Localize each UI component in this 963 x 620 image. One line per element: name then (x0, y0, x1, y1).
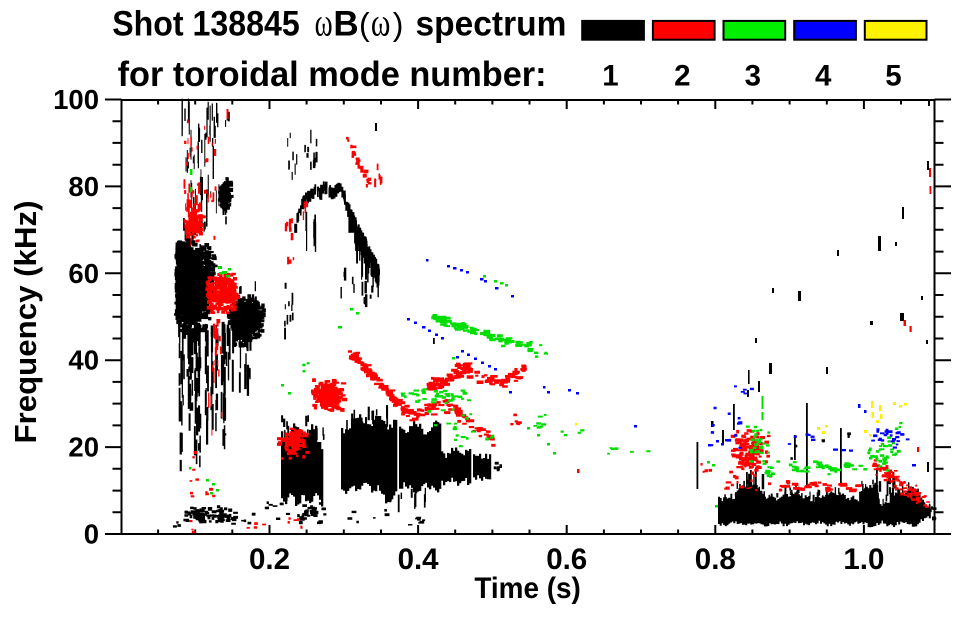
svg-text:4: 4 (815, 59, 832, 92)
svg-text:Time (s): Time (s) (474, 572, 581, 605)
svg-text:80: 80 (68, 171, 99, 202)
svg-text:1.0: 1.0 (843, 543, 884, 576)
svg-text:spectrum: spectrum (416, 5, 567, 44)
svg-text:Shot 138845: Shot 138845 (112, 5, 300, 44)
svg-text:2: 2 (674, 59, 690, 92)
svg-text:40: 40 (68, 345, 99, 376)
svg-text:0.2: 0.2 (249, 543, 290, 576)
svg-text:100: 100 (53, 84, 99, 115)
svg-text:(: ( (359, 7, 370, 43)
svg-text:B: B (333, 5, 358, 44)
svg-text:ω: ω (371, 0, 391, 45)
svg-text:1: 1 (602, 59, 618, 92)
svg-text:): ) (393, 7, 404, 43)
svg-text:20: 20 (68, 432, 99, 463)
svg-text:0.6: 0.6 (546, 543, 587, 576)
svg-text:0.4: 0.4 (398, 543, 440, 576)
svg-text:0: 0 (84, 519, 99, 550)
svg-text:5: 5 (885, 59, 901, 92)
svg-text:Frequency (kHz): Frequency (kHz) (8, 201, 43, 444)
svg-text:for toroidal mode number:: for toroidal mode number: (118, 55, 547, 94)
svg-text:3: 3 (745, 59, 761, 92)
svg-text:60: 60 (68, 258, 99, 289)
svg-text:ω: ω (315, 0, 333, 45)
svg-text:0.8: 0.8 (695, 543, 736, 576)
